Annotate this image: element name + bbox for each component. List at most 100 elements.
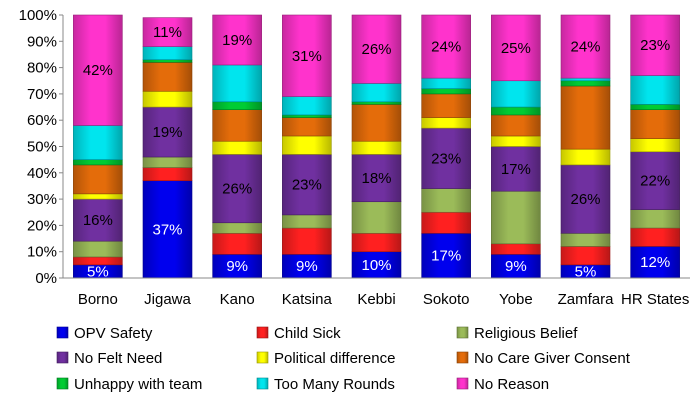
bar-segment bbox=[630, 227, 680, 247]
x-tick-label: HR States bbox=[621, 291, 689, 308]
legend-swatch bbox=[456, 326, 469, 339]
bar-segment bbox=[421, 77, 471, 89]
data-label: 5% bbox=[87, 263, 109, 280]
legend-label: No Care Giver Consent bbox=[474, 350, 631, 367]
data-label: 26% bbox=[361, 41, 391, 58]
bar-segment bbox=[630, 14, 680, 76]
data-label: 5% bbox=[575, 263, 597, 280]
legend-label: Political difference bbox=[274, 350, 395, 367]
data-label: 9% bbox=[505, 258, 527, 275]
bar-segment bbox=[630, 104, 680, 110]
bar-segment bbox=[73, 198, 123, 242]
bar-segment bbox=[560, 14, 611, 79]
bar-segment bbox=[560, 164, 611, 234]
data-label: 19% bbox=[152, 124, 182, 141]
bar-segment bbox=[142, 106, 193, 158]
bar-segment bbox=[73, 14, 123, 126]
bar-segment bbox=[421, 88, 471, 95]
bar-segment bbox=[491, 243, 541, 255]
bar-segment bbox=[282, 96, 332, 116]
bar-segment bbox=[560, 80, 611, 87]
bar-segment bbox=[73, 164, 123, 195]
x-tick-label: Katsina bbox=[282, 291, 333, 308]
bar-segment bbox=[421, 232, 471, 279]
bar-segment bbox=[142, 59, 193, 63]
bar-segment bbox=[142, 46, 193, 61]
bar-segment bbox=[212, 109, 262, 142]
data-label: 37% bbox=[152, 221, 182, 238]
bar-segment bbox=[282, 114, 332, 118]
data-label: 9% bbox=[226, 258, 248, 275]
data-label: 17% bbox=[431, 248, 461, 265]
legend-label: No Felt Need bbox=[74, 350, 162, 367]
x-tick-label: Yobe bbox=[499, 291, 533, 308]
legend-label: No Reason bbox=[474, 376, 549, 393]
data-label: 24% bbox=[570, 39, 600, 56]
x-tick-label: Zamfara bbox=[558, 291, 615, 308]
bar-segment bbox=[212, 154, 262, 224]
bar-segment bbox=[491, 14, 541, 82]
bar-segment bbox=[421, 117, 471, 129]
bar-segment bbox=[282, 14, 332, 97]
bar-segment bbox=[73, 193, 123, 200]
y-tick-label: 70% bbox=[27, 86, 57, 103]
data-label: 42% bbox=[83, 62, 113, 79]
bar-segment bbox=[282, 214, 332, 229]
bar-segment bbox=[351, 101, 402, 105]
bar-segment bbox=[142, 180, 193, 279]
data-label: 31% bbox=[292, 48, 322, 65]
bar-segment bbox=[142, 17, 193, 47]
x-tick-label: Borno bbox=[78, 291, 118, 308]
bar-segment bbox=[351, 232, 402, 252]
bar-segment bbox=[282, 227, 332, 255]
data-label: 24% bbox=[431, 39, 461, 56]
bar-segment bbox=[421, 93, 471, 118]
y-tick-label: 60% bbox=[27, 112, 57, 129]
data-label: 23% bbox=[431, 150, 461, 167]
data-label: 25% bbox=[501, 40, 531, 57]
data-label: 11% bbox=[153, 24, 182, 41]
bar-segment bbox=[491, 106, 541, 116]
bar-segment bbox=[491, 114, 541, 137]
data-label: 26% bbox=[570, 191, 600, 208]
bar-segment bbox=[351, 14, 402, 84]
bar-segment bbox=[560, 85, 611, 150]
bar-segment bbox=[491, 80, 541, 108]
x-tick-label: Jigawa bbox=[144, 291, 191, 308]
legend-swatch bbox=[256, 351, 269, 364]
bar-segment bbox=[421, 14, 471, 79]
data-label: 12% bbox=[640, 254, 670, 271]
bar-segment bbox=[73, 125, 123, 160]
bar-segment bbox=[351, 83, 402, 103]
bar-segment bbox=[282, 135, 332, 155]
bar-segment bbox=[630, 109, 680, 139]
bar-segment bbox=[282, 117, 332, 137]
y-tick-label: 20% bbox=[27, 217, 57, 234]
y-tick-label: 80% bbox=[27, 60, 57, 77]
legend-swatch bbox=[56, 351, 69, 364]
data-label: 17% bbox=[501, 161, 531, 178]
legend-label: Child Sick bbox=[274, 325, 341, 342]
bar-segment bbox=[212, 140, 262, 155]
bar-segment bbox=[142, 167, 193, 181]
legend-swatch bbox=[56, 326, 69, 339]
bar-segment bbox=[630, 151, 680, 210]
bar-segment bbox=[630, 209, 680, 229]
x-tick-label: Kebbi bbox=[357, 291, 395, 308]
y-tick-label: 0% bbox=[35, 270, 57, 287]
y-tick-label: 100% bbox=[19, 7, 57, 24]
data-label: 22% bbox=[640, 173, 670, 190]
bar-segment bbox=[421, 127, 471, 189]
data-label: 16% bbox=[83, 212, 113, 229]
legend-swatch bbox=[456, 351, 469, 364]
bar-segment bbox=[560, 148, 611, 166]
bar-segment bbox=[212, 101, 262, 110]
data-label: 23% bbox=[292, 177, 322, 194]
bar-segment bbox=[282, 154, 332, 216]
bar-segment bbox=[560, 246, 611, 266]
bar-segment bbox=[212, 64, 262, 103]
legend-label: OPV Safety bbox=[74, 325, 153, 342]
bar-segment bbox=[351, 154, 402, 203]
